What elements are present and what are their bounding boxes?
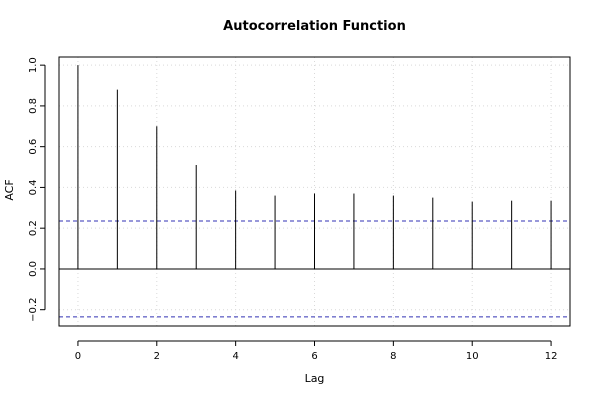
y-tick-label-6: 1.0 — [28, 57, 39, 73]
plot-frame — [58, 56, 571, 327]
grid-layer — [59, 57, 570, 326]
y-tick-label-1: 0.0 — [28, 261, 39, 277]
x-tick-label-6: 12 — [545, 351, 558, 362]
y-tick-label-2: 0.2 — [28, 220, 39, 236]
x-tick-label-1: 2 — [154, 351, 160, 362]
x-tick-label-0: 0 — [75, 351, 81, 362]
acf-bars — [77, 65, 552, 269]
x-axis: 0 2 4 6 8 10 12 — [75, 340, 558, 362]
y-tick-label-3: 0.4 — [28, 179, 39, 195]
x-axis-label: Lag — [305, 372, 325, 385]
chart-title: Autocorrelation Function — [223, 19, 406, 34]
x-tick-label-5: 10 — [466, 351, 479, 362]
x-tick-label-2: 4 — [232, 351, 238, 362]
y-tick-label-5: 0.8 — [28, 98, 39, 114]
x-tick-label-3: 6 — [311, 351, 317, 362]
y-tick-label-4: 0.6 — [28, 139, 39, 155]
x-tick-label-4: 8 — [390, 351, 396, 362]
y-axis-label: ACF — [3, 179, 16, 200]
y-tick-label-0: −0.2 — [28, 298, 39, 322]
y-axis: −0.2 0.0 0.2 0.4 0.6 0.8 1.0 — [28, 57, 46, 322]
